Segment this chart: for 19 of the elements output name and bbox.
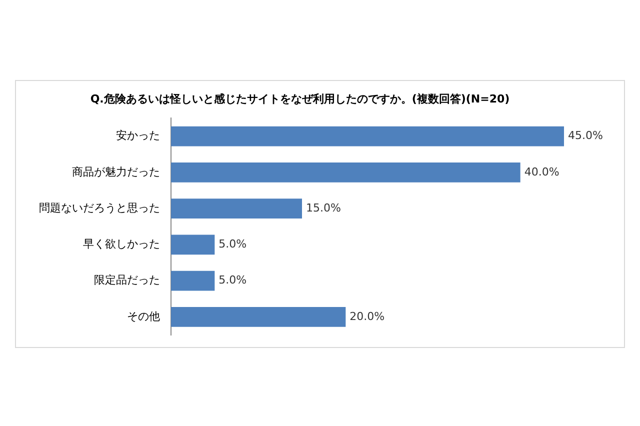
bar bbox=[171, 162, 520, 182]
data-label: 40.0% bbox=[524, 165, 560, 178]
y-tick-label: 早く欲しかった bbox=[83, 238, 160, 251]
y-tick-label: 安かった bbox=[116, 129, 160, 142]
bar bbox=[171, 198, 302, 218]
bar bbox=[171, 126, 564, 146]
data-label: 5.0% bbox=[218, 274, 247, 287]
y-tick-label: その他 bbox=[127, 310, 160, 323]
data-label: 45.0% bbox=[568, 129, 603, 142]
y-tick-label: 限定品だった bbox=[94, 274, 160, 287]
y-tick-label: 問題ないだろうと思った bbox=[39, 201, 160, 214]
bar bbox=[171, 306, 346, 327]
y-tick-label: 商品が魅力だった bbox=[72, 165, 160, 178]
data-label: 20.0% bbox=[350, 310, 385, 323]
bar bbox=[171, 234, 215, 255]
data-label: 15.0% bbox=[306, 201, 341, 214]
data-label: 5.0% bbox=[218, 238, 247, 251]
chart-title: Q.危険あるいは怪しいと感じたサイトをなぜ利用したのですか。(複数回答)(N=20) bbox=[90, 92, 510, 106]
bar bbox=[171, 270, 215, 291]
